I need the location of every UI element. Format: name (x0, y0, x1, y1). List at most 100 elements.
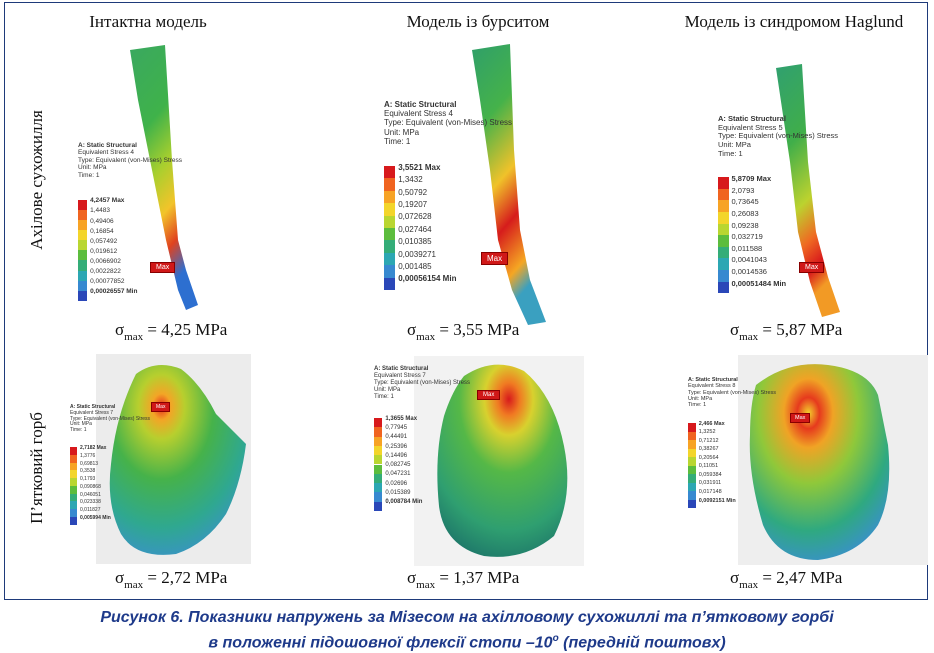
row-label-calcaneal: П’ятковий горб (27, 412, 46, 524)
legend-swatch (384, 215, 396, 228)
legend-swatch (718, 258, 729, 270)
legend-type: Type: Equivalent (von-Mises) Stress (718, 131, 839, 141)
legend-swatch (78, 220, 88, 231)
legend-name: Equivalent Stress 5 (718, 122, 783, 132)
legend-value: 0,11051 (698, 463, 719, 470)
legend-value: 0,0041043 (731, 255, 767, 265)
legend-swatch (384, 203, 396, 216)
legend-swatch (78, 240, 88, 251)
legend-value: 0,005994 Min (80, 514, 111, 521)
legend-header: A: Static Structural Equivalent Stress 7… (70, 404, 180, 434)
legend-swatch (70, 485, 77, 494)
legend-value: 0,14496 (385, 452, 408, 459)
legend-value: 0,09238 (731, 220, 759, 230)
legend-value: 0,71212 (698, 437, 719, 444)
max-marker: Max (477, 390, 501, 400)
calcaneus-model-haglund (738, 355, 928, 565)
legend-value: 0,0014536 (731, 267, 767, 276)
legend-value: 0,023338 (80, 499, 101, 506)
legend-title: A: Static Structural (384, 100, 457, 109)
sigma-max-haglund-tendon: σmax = 5,87 MPa (730, 320, 843, 343)
legend-value: 2,466 Max (698, 420, 725, 427)
legend-time: Time: 1 (70, 427, 87, 433)
legend-swatch (70, 516, 77, 525)
legend-value: 0,00056154 Min (398, 274, 457, 284)
legend-swatch (70, 501, 77, 509)
legend-value: 0,046051 (80, 491, 101, 498)
caption-line-2: в положенні підошовної флексії стопи –10… (208, 633, 726, 652)
legend-value: 0,019612 (90, 247, 118, 255)
legend-value: 0,00077852 (90, 278, 125, 285)
legend-value: 0,49406 (90, 217, 114, 225)
legend-value: 0,047231 (385, 471, 411, 478)
legend-value: 0,50792 (398, 187, 428, 197)
legend-type: Type: Equivalent (von-Mises) Stress (384, 118, 513, 128)
legend-swatch (718, 270, 729, 282)
sigma-max-bursitis-calcaneus: σmax = 1,37 MPa (407, 568, 520, 591)
legend-value: 0,090868 (80, 483, 101, 490)
legend-header: A: Static Structural Equivalent Stress 5… (718, 114, 858, 158)
legend-value: 0,20564 (698, 454, 719, 461)
legend-value: 0,0039271 (398, 249, 437, 259)
legend-swatch (78, 270, 88, 281)
tendon-model-haglund (762, 62, 852, 322)
legend-value: 0,02696 (385, 480, 408, 487)
legend-unit: Unit: MPa (688, 395, 713, 402)
legend-value: 0,77945 (385, 424, 408, 431)
column-title-haglund: Модель із синдромом Haglund (684, 12, 904, 31)
legend-swatch (384, 178, 396, 191)
legend-swatch (384, 166, 396, 179)
max-marker: Max (150, 262, 176, 273)
legend-value: 3,5521 Max (398, 162, 441, 172)
legend-haglund-tendon: A: Static Structural Equivalent Stress 5… (718, 114, 858, 295)
legend-swatch (374, 492, 383, 502)
legend-swatch (688, 457, 696, 466)
legend-value: 0,011588 (731, 243, 763, 253)
legend-name: Equivalent Stress 4 (78, 149, 135, 157)
legend-swatch (374, 436, 383, 446)
legend-swatch (384, 228, 396, 241)
legend-swatch (374, 418, 383, 428)
legend-swatch (374, 483, 383, 493)
tendon-model-intact (120, 40, 220, 320)
legend-swatch (78, 200, 88, 211)
legend-value: 0,26083 (731, 208, 759, 218)
legend-bursitis-tendon: A: Static Structural Equivalent Stress 4… (384, 100, 524, 290)
legend-time: Time: 1 (78, 171, 100, 179)
calcaneus-model-intact (96, 354, 286, 564)
legend-value: 1,3432 (398, 175, 423, 185)
legend-swatch (718, 188, 729, 201)
sigma-max-intact-calcaneus: σmax = 2,72 MPa (115, 568, 228, 591)
legend-value: 0,00051484 Min (731, 278, 787, 288)
legend-swatch (78, 290, 88, 301)
legend-name: Equivalent Stress 7 (374, 372, 426, 379)
legend-value: 0,25396 (385, 443, 408, 450)
legend-swatch (718, 246, 729, 259)
legend-value: 0,008784 Min (385, 499, 423, 506)
legend-unit: Unit: MPa (70, 421, 92, 428)
legend-swatch (688, 491, 696, 500)
legend-swatch (78, 230, 88, 241)
legend-unit: Unit: MPa (374, 386, 401, 393)
legend-swatch (374, 464, 383, 474)
legend-swatch (70, 447, 77, 455)
legend-intact-calcaneus: A: Static Structural Equivalent Stress 7… (70, 404, 180, 525)
legend-title: A: Static Structural (78, 142, 137, 149)
legend-swatch (718, 281, 729, 294)
column-title-intact: Інтактна модель (89, 12, 207, 31)
legend-title: A: Static Structural (70, 404, 116, 410)
legend-swatch (374, 455, 383, 465)
legend-value: 1,3776 (80, 452, 96, 459)
column-title-bursitis: Модель із бурситом (406, 12, 550, 31)
legend-value: 0,027464 (398, 224, 432, 234)
legend-value: 0,38267 (698, 446, 719, 453)
legend-type: Type: Equivalent (von-Mises) Stress (688, 389, 777, 396)
legend-swatch (688, 482, 696, 492)
tendon-model-bursitis (450, 40, 560, 330)
legend-value: 2,7182 Max (80, 445, 107, 451)
legend-swatch (70, 478, 77, 486)
legend-unit: Unit: MPa (384, 127, 420, 137)
legend-value: 0,0092151 Min (698, 497, 736, 504)
legend-value: 0,00026557 Min (90, 288, 138, 296)
legend-bursitis-calcaneus: A: Static Structural Equivalent Stress 7… (374, 366, 494, 516)
